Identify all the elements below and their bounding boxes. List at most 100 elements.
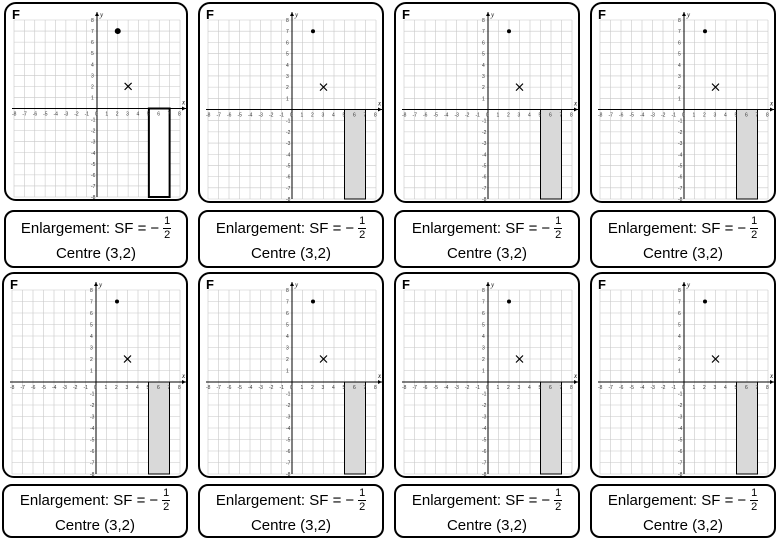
y-tick-label: 7 [91, 29, 94, 35]
y-tick-label: -6 [90, 449, 95, 455]
y-tick-label: 2 [678, 85, 681, 91]
fraction-denominator: 2 [751, 501, 758, 513]
y-tick-label: -4 [90, 426, 95, 432]
x-axis-label: x [181, 99, 186, 107]
x-tick-label: 0 [94, 385, 97, 391]
point-dot [114, 28, 121, 35]
y-tick-label: 7 [482, 300, 485, 306]
x-tick-label: 6 [549, 385, 552, 391]
x-tick-label: 3 [126, 112, 129, 118]
x-tick-label: -2 [74, 112, 79, 118]
y-tick-label: 4 [482, 63, 485, 69]
fraction-denominator: 2 [555, 229, 562, 241]
x-tick-label: -1 [672, 385, 677, 391]
y-tick-label: -4 [678, 152, 683, 158]
x-tick-label: 5 [147, 385, 150, 391]
y-tick-label: -4 [286, 152, 291, 158]
x-tick-label: -3 [64, 112, 69, 118]
y-tick-label: -7 [90, 461, 95, 467]
y-tick-label: -3 [90, 415, 95, 421]
x-tick-label: 1 [693, 113, 696, 119]
x-tick-label: 1 [105, 385, 108, 391]
y-tick-label: 5 [678, 52, 681, 58]
y-tick-label: 4 [286, 63, 289, 69]
point-dot [115, 299, 119, 304]
y-tick-label: -5 [678, 163, 683, 169]
coordinate-grid-2: xy-8 -7 -6 -5 -4 -3 -2 -1 0 1 2 3 4 5 6 7 887654321-1-2-… [206, 11, 382, 203]
y-tick-label: 8 [286, 288, 289, 294]
minus-sign: − [149, 492, 159, 509]
y-tick-label: -6 [91, 173, 96, 179]
y-tick-label: -2 [286, 130, 291, 136]
y-tick-label: -5 [482, 163, 487, 169]
y-tick-label: 6 [678, 40, 681, 46]
x-tick-label: -3 [651, 385, 656, 391]
x-tick-label: -1 [476, 385, 481, 391]
x-tick-label: 5 [539, 113, 542, 119]
x-tick-label: 8 [570, 113, 573, 119]
y-tick-label: 6 [678, 311, 681, 317]
x-tick-label: -1 [84, 385, 89, 391]
x-tick-label: 8 [766, 113, 769, 119]
x-tick-label: -6 [423, 385, 428, 391]
y-tick-label: 4 [286, 334, 289, 340]
x-tick-label: 4 [528, 385, 531, 391]
sf-label: Enlargement: SF = [411, 220, 538, 237]
y-tick-label: 1 [482, 369, 485, 375]
x-tick-label: 7 [756, 385, 759, 391]
y-tick-label: 8 [482, 18, 485, 24]
x-tick-label: 0 [682, 113, 685, 119]
x-tick-label: -7 [22, 112, 27, 118]
x-tick-label: 0 [486, 113, 489, 119]
x-tick-label: 1 [693, 385, 696, 391]
x-tick-label: 6 [353, 385, 356, 391]
x-tick-label: -2 [465, 113, 470, 119]
x-tick-label: 5 [735, 113, 738, 119]
y-tick-label: 3 [90, 346, 93, 352]
instruction-card-5: Enlargement: SF = −1 2 Centre (3,2) [2, 484, 188, 538]
y-tick-label: 7 [678, 300, 681, 306]
x-tick-label: 4 [724, 113, 727, 119]
x-axis-label: x [769, 100, 774, 108]
x-tick-label: -7 [413, 385, 418, 391]
y-tick-label: 7 [286, 29, 289, 35]
y-tick-label: 1 [90, 369, 93, 375]
x-tick-label: 5 [343, 385, 346, 391]
x-tick-label: -8 [402, 385, 407, 391]
y-tick-label: -3 [286, 141, 291, 147]
sf-label: Enlargement: SF = [411, 492, 538, 509]
shape-rectangle [147, 107, 171, 198]
minus-sign: − [345, 492, 355, 509]
centre-label: Centre (3,2) [446, 517, 528, 534]
y-tick-label: -8 [91, 195, 96, 201]
coordinate-grid-3: xy-8 -7 -6 -5 -4 -3 -2 -1 0 1 2 3 4 5 6 7 887654321-1-2-… [402, 11, 578, 201]
y-tick-label: -3 [286, 415, 291, 421]
y-tick-label: -7 [678, 186, 683, 192]
y-axis-label: y [99, 11, 104, 19]
y-tick-label: 2 [90, 357, 93, 363]
y-tick-label: 6 [286, 40, 289, 46]
centre-label: Centre (3,2) [54, 517, 136, 534]
y-tick-label: 8 [90, 288, 93, 294]
y-tick-label: 4 [678, 334, 681, 340]
fraction-numerator: 1 [164, 215, 171, 227]
x-tick-label: -8 [12, 112, 17, 118]
centre-label: Centre (3,2) [642, 517, 724, 534]
x-tick-label: 2 [311, 385, 314, 391]
x-tick-label: -2 [465, 385, 470, 391]
instruction-card-8: Enlargement: SF = −1 2 Centre (3,2) [590, 484, 776, 538]
x-tick-label: -1 [280, 385, 285, 391]
graph-card-2: x y -8 -7 -6 -5 -4 -3 -2 -1 0 1 2 3 4 5 6 7 8 8 7 6 5 4 3 2 1 -1 -2-… [198, 2, 384, 203]
y-tick-label: 3 [678, 346, 681, 352]
y-tick-label: -2 [678, 403, 683, 409]
x-tick-label: 3 [518, 113, 521, 119]
x-tick-label: 1 [301, 385, 304, 391]
y-tick-label: 5 [91, 51, 94, 57]
y-tick-label: -8 [286, 197, 291, 203]
y-tick-label: -3 [91, 140, 96, 146]
x-tick-label: 2 [507, 113, 510, 119]
y-tick-label: -8 [678, 472, 683, 478]
x-tick-label: 6 [549, 113, 552, 119]
y-tick-label: 4 [90, 334, 93, 340]
